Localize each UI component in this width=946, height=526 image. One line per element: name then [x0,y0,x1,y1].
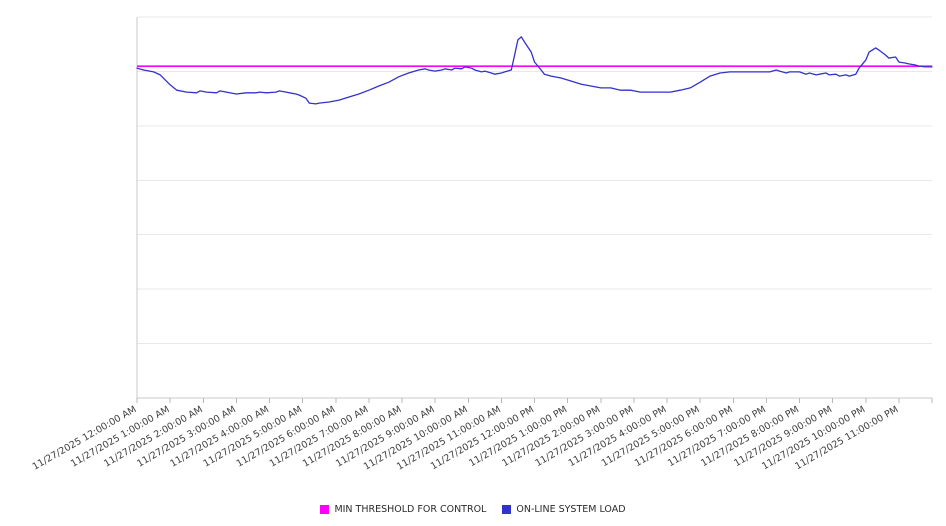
legend-item-min-threshold[interactable]: MIN THRESHOLD FOR CONTROL [320,504,486,515]
system-load-swatch-icon [502,505,512,514]
legend-item-system-load[interactable]: ON-LINE SYSTEM LOAD [502,504,626,515]
chart-legend: MIN THRESHOLD FOR CONTROL ON-LINE SYSTEM… [0,504,946,515]
legend-label-system-load: ON-LINE SYSTEM LOAD [516,504,626,515]
legend-label-min-threshold: MIN THRESHOLD FOR CONTROL [334,504,487,515]
min-threshold-swatch-icon [320,505,330,514]
load-series-line [136,36,933,105]
